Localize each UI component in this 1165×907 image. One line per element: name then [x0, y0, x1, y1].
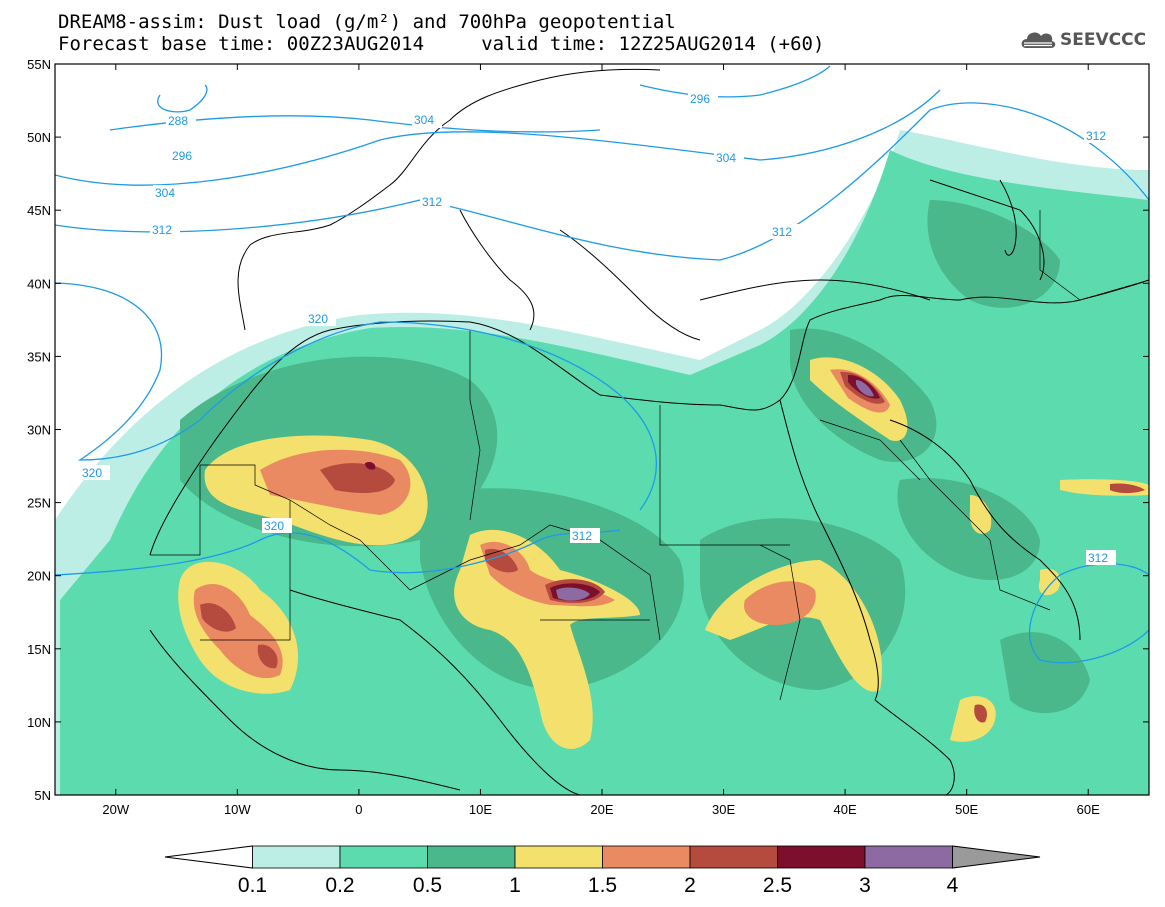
geopotential-contours	[55, 65, 1149, 664]
dust-region-3	[556, 380, 874, 601]
contour-label: 288	[168, 114, 188, 128]
colorbar-label: 1.5	[588, 874, 617, 897]
lat-tick-label: 30N	[27, 423, 51, 438]
lat-tick-label: 25N	[27, 496, 51, 511]
lon-tick-label: 20E	[590, 802, 613, 817]
lon-tick-label: 30E	[712, 802, 735, 817]
cloud-icon	[1021, 32, 1056, 48]
contour-label: 312	[422, 195, 442, 209]
contour-288	[157, 84, 208, 113]
contour-label: 320	[308, 312, 328, 326]
contour-label: 312	[1088, 551, 1108, 565]
lon-tick-label: 60E	[1077, 802, 1100, 817]
colorbar-segment	[864, 845, 953, 869]
lat-tick-label: 40N	[27, 276, 51, 291]
colorbar-segment	[427, 845, 516, 869]
contour-label: 296	[690, 92, 710, 106]
coastlines	[149, 68, 1149, 795]
lat-tick-label: 10N	[27, 715, 51, 730]
contour-label: 312	[1086, 129, 1106, 143]
lon-tick-label: 40E	[834, 802, 857, 817]
lat-tick-label: 50N	[27, 130, 51, 145]
contour-label: 304	[155, 186, 175, 200]
contour-label: 312	[772, 225, 792, 239]
contour-label: 304	[716, 151, 736, 165]
contour-label: 312	[572, 529, 592, 543]
colorbar-segment	[252, 845, 341, 869]
lat-tick-label: 20N	[27, 569, 51, 584]
colorbar-label: 2.5	[763, 874, 792, 897]
seevccc-logo: SEEVCCC	[1018, 24, 1148, 58]
logo-label: SEEVCCC	[1060, 30, 1147, 50]
colorbar-segment	[339, 845, 428, 869]
colorbar-upper-triangle	[952, 845, 1041, 869]
dust-load-field	[55, 130, 1149, 795]
colorbar-segment	[777, 845, 866, 869]
contour-label: 304	[414, 113, 434, 127]
colorbar-label: 2	[684, 874, 696, 897]
lon-tick-label: 10E	[469, 802, 492, 817]
colorbar-label: 0.2	[325, 874, 354, 897]
colorbar: 0.1 0.2 0.5 1 1.5 2 2.5 3 4	[164, 845, 1041, 897]
contour-label: 296	[172, 149, 192, 163]
colorbar-label: 0.5	[413, 874, 442, 897]
colorbar-segment	[602, 845, 691, 869]
contour-labels: 288 304 304 296 304 312 312 312 296 312 …	[80, 91, 1116, 565]
lat-tick-label: 15N	[27, 642, 51, 657]
colorbar-segment	[689, 845, 778, 869]
lon-tick-label: 0	[355, 802, 362, 817]
lon-tick-label: 50E	[955, 802, 978, 817]
contour-label: 320	[264, 519, 284, 533]
lon-tick-label: 20W	[102, 802, 129, 817]
lat-tick-label: 35N	[27, 349, 51, 364]
lon-tick-label: 10W	[224, 802, 251, 817]
colorbar-segment	[514, 845, 603, 869]
contour-label: 312	[152, 223, 172, 237]
forecast-time-subtitle: Forecast base time: 00Z23AUG2014 valid t…	[58, 33, 825, 55]
contour-label: 320	[82, 466, 102, 480]
colorbar-label: 3	[859, 874, 871, 897]
longitude-axis: 20W 10W 0 10E 20E 30E 40E 50E 60E	[102, 64, 1100, 817]
lat-tick-label: 45N	[27, 203, 51, 218]
lat-tick-label: 5N	[34, 788, 51, 803]
map-title: DREAM8-assim: Dust load (g/m²) and 700hP…	[58, 11, 676, 33]
colorbar-label: 0.1	[238, 874, 267, 897]
colorbar-lower-triangle	[164, 845, 253, 869]
country-borders	[150, 210, 1149, 701]
colorbar-label: 1	[509, 874, 521, 897]
colorbar-label: 4	[947, 874, 959, 897]
latitude-axis: 55N 50N 45N 40N 35N 30N 25N 20N 15N 10N 5N	[27, 57, 1149, 803]
lat-tick-label: 55N	[27, 57, 51, 72]
